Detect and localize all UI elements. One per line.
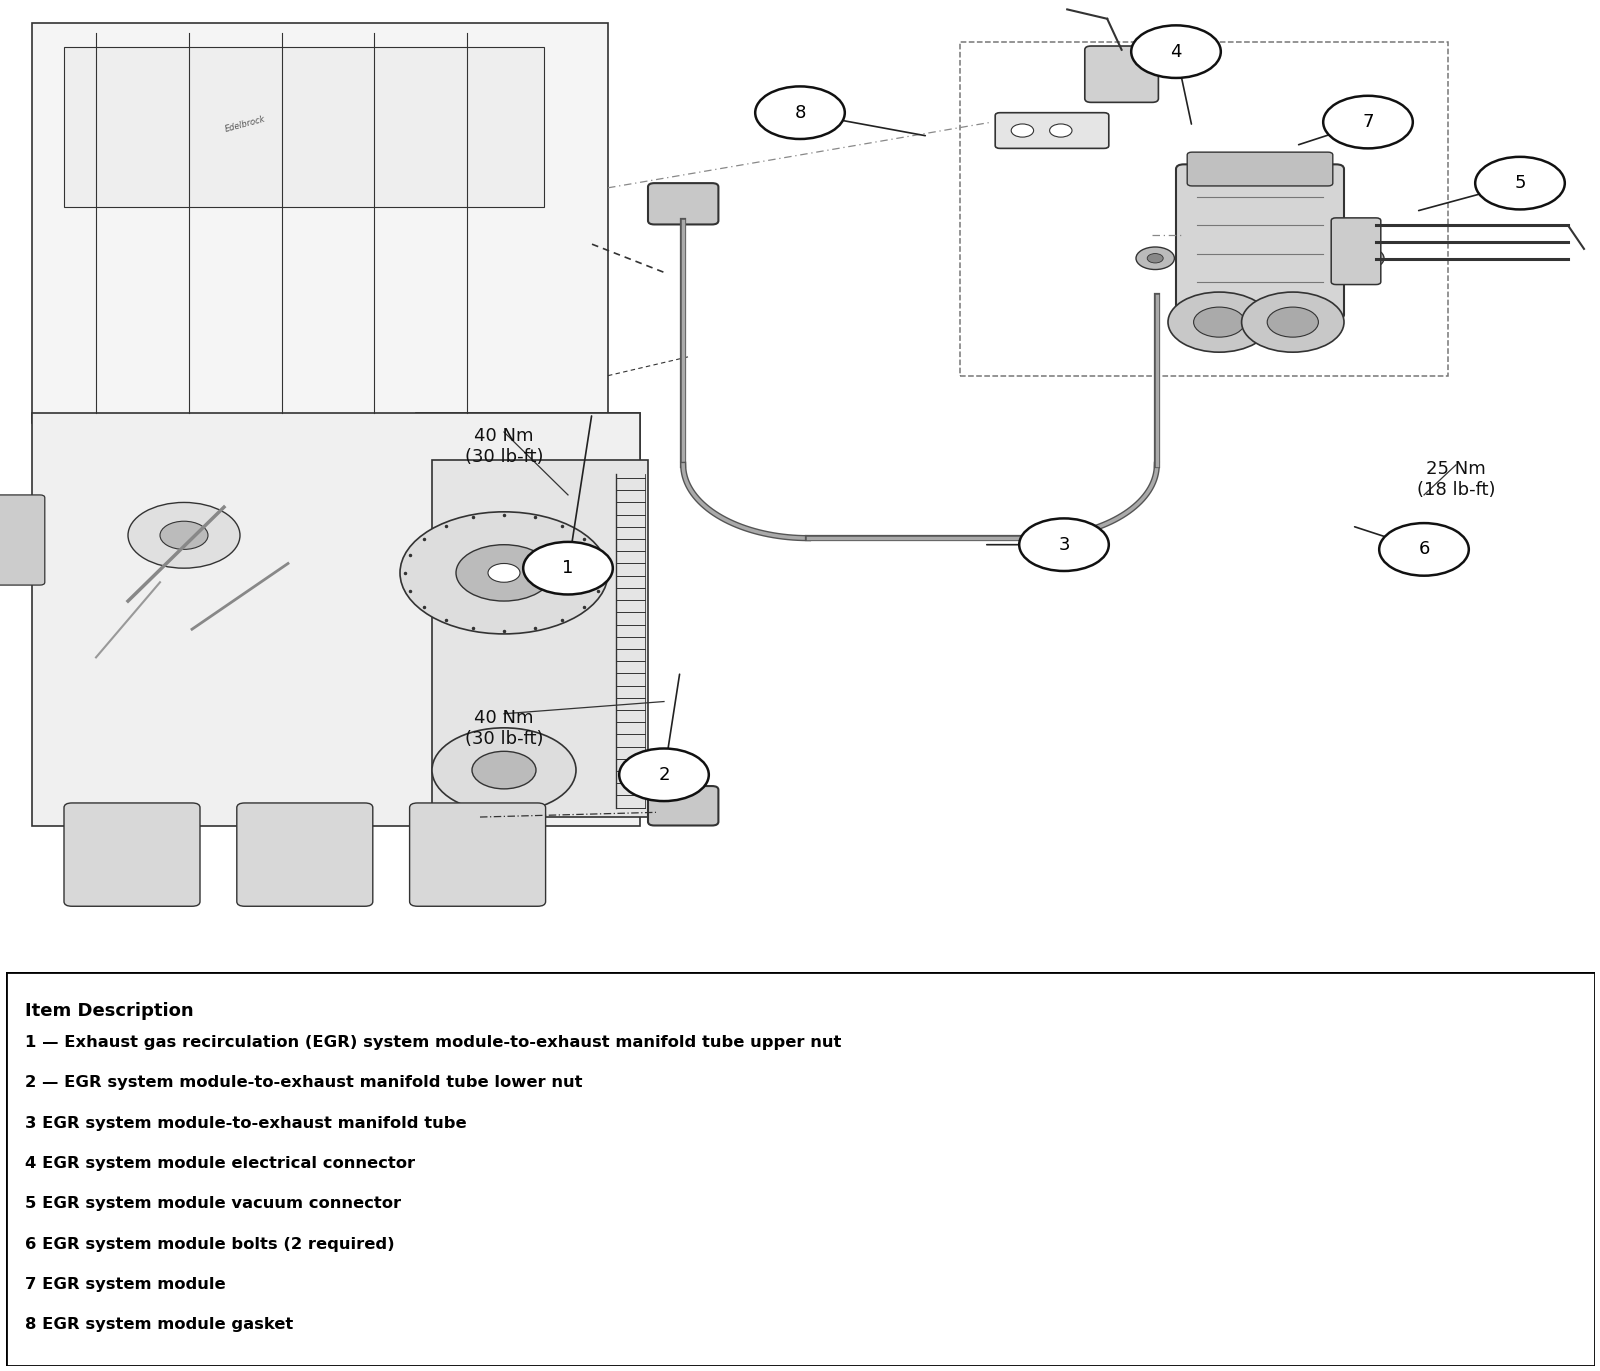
Text: 7 EGR system module: 7 EGR system module (26, 1276, 226, 1291)
FancyBboxPatch shape (6, 972, 1595, 1366)
FancyBboxPatch shape (1176, 165, 1344, 319)
Circle shape (523, 542, 613, 595)
Circle shape (472, 751, 536, 788)
Circle shape (1050, 123, 1072, 137)
Circle shape (1346, 247, 1384, 270)
Text: 2 — EGR system module-to-exhaust manifold tube lower nut: 2 — EGR system module-to-exhaust manifol… (26, 1075, 582, 1090)
Circle shape (1194, 307, 1245, 337)
Text: 3 EGR system module-to-exhaust manifold tube: 3 EGR system module-to-exhaust manifold … (26, 1116, 467, 1131)
Circle shape (1136, 247, 1174, 270)
Circle shape (400, 511, 608, 633)
Circle shape (1379, 524, 1469, 576)
Text: 7: 7 (1362, 112, 1374, 132)
Circle shape (1131, 25, 1221, 78)
Text: 6: 6 (1418, 540, 1430, 558)
FancyBboxPatch shape (64, 803, 200, 906)
Text: 4: 4 (1170, 43, 1182, 60)
Circle shape (456, 544, 552, 600)
Circle shape (488, 563, 520, 583)
FancyBboxPatch shape (648, 184, 718, 225)
Text: 2: 2 (658, 766, 670, 784)
Circle shape (160, 521, 208, 550)
FancyBboxPatch shape (1187, 152, 1333, 186)
Text: 1: 1 (562, 559, 574, 577)
Circle shape (432, 728, 576, 813)
Text: Item Description: Item Description (26, 1002, 194, 1020)
Circle shape (1475, 156, 1565, 210)
FancyBboxPatch shape (237, 803, 373, 906)
FancyBboxPatch shape (480, 451, 608, 507)
Circle shape (485, 435, 523, 458)
FancyBboxPatch shape (32, 413, 640, 827)
Circle shape (1323, 96, 1413, 148)
Circle shape (619, 749, 709, 801)
FancyBboxPatch shape (995, 112, 1109, 148)
Circle shape (1019, 518, 1109, 570)
Text: 8 EGR system module gasket: 8 EGR system module gasket (26, 1318, 294, 1333)
FancyBboxPatch shape (1085, 47, 1158, 103)
Circle shape (1267, 307, 1318, 337)
FancyBboxPatch shape (648, 786, 718, 825)
Text: 4 EGR system module electrical connector: 4 EGR system module electrical connector (26, 1156, 416, 1171)
Text: 6 EGR system module bolts (2 required): 6 EGR system module bolts (2 required) (26, 1237, 395, 1252)
Text: 40 Nm
(30 lb-ft): 40 Nm (30 lb-ft) (464, 709, 544, 747)
Circle shape (128, 502, 240, 568)
Text: 25 Nm
(18 lb-ft): 25 Nm (18 lb-ft) (1416, 461, 1496, 499)
FancyBboxPatch shape (0, 495, 45, 585)
FancyBboxPatch shape (416, 413, 640, 469)
Circle shape (755, 86, 845, 138)
FancyBboxPatch shape (32, 23, 608, 422)
Text: 8: 8 (794, 104, 806, 122)
FancyBboxPatch shape (432, 461, 648, 817)
Text: 5: 5 (1514, 174, 1526, 192)
Text: 40 Nm
(30 lb-ft): 40 Nm (30 lb-ft) (464, 428, 544, 466)
FancyBboxPatch shape (64, 47, 544, 207)
Circle shape (1147, 254, 1163, 263)
FancyBboxPatch shape (1331, 218, 1381, 285)
Text: 1 — Exhaust gas recirculation (EGR) system module-to-exhaust manifold tube upper: 1 — Exhaust gas recirculation (EGR) syst… (26, 1035, 842, 1050)
Circle shape (1242, 292, 1344, 352)
Text: Edelbrock: Edelbrock (224, 114, 267, 133)
Circle shape (1168, 292, 1270, 352)
Circle shape (1357, 254, 1373, 263)
Circle shape (549, 435, 587, 458)
Text: 5 EGR system module vacuum connector: 5 EGR system module vacuum connector (26, 1197, 402, 1212)
Text: 3: 3 (1058, 536, 1070, 554)
Circle shape (1011, 123, 1034, 137)
FancyBboxPatch shape (410, 803, 546, 906)
